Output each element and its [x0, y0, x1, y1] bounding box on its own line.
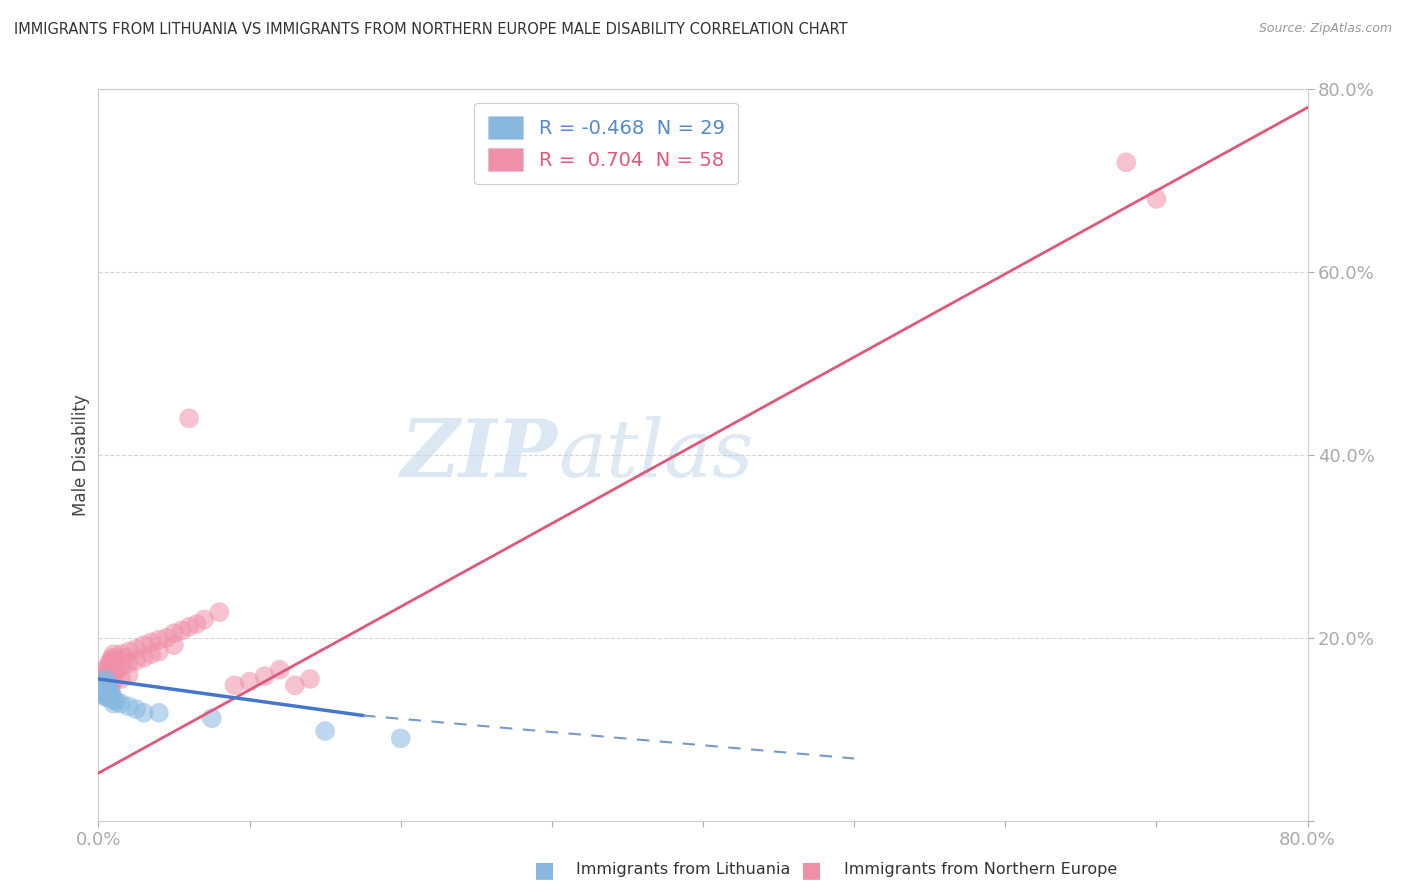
Point [98, 688, 121, 702]
Point [100, 678, 122, 692]
Point [148, 706, 170, 720]
Text: ■: ■ [801, 860, 821, 880]
Point [98, 674, 121, 689]
Point [118, 657, 141, 671]
Text: Immigrants from Lithuania: Immigrants from Lithuania [576, 863, 790, 877]
Point [91, 672, 114, 686]
Point [100, 683, 122, 698]
Point [125, 654, 148, 668]
Text: ■: ■ [534, 860, 554, 880]
Point [170, 624, 193, 638]
Point [141, 647, 163, 661]
Point [1144, 192, 1167, 206]
Point [96, 660, 118, 674]
Point [105, 651, 128, 665]
Point [100, 654, 122, 668]
Point [314, 724, 336, 739]
Point [93, 681, 115, 695]
Point [1115, 155, 1137, 169]
Point [91, 688, 114, 702]
Point [90, 678, 112, 692]
Y-axis label: Male Disability: Male Disability [72, 394, 90, 516]
Point [132, 651, 155, 665]
Point [103, 697, 125, 711]
Text: ZIP: ZIP [401, 417, 558, 493]
Point [155, 631, 177, 645]
Point [193, 613, 215, 627]
Point [110, 672, 132, 686]
Point [105, 695, 128, 709]
Point [103, 665, 125, 680]
Point [94, 681, 117, 695]
Point [103, 674, 125, 689]
Point [91, 683, 114, 698]
Point [101, 651, 124, 665]
Point [118, 644, 141, 658]
Point [94, 672, 117, 686]
Point [93, 688, 115, 702]
Point [110, 660, 132, 674]
Point [239, 674, 262, 689]
Point [100, 663, 122, 677]
Text: Immigrants from Northern Europe: Immigrants from Northern Europe [844, 863, 1116, 877]
Point [110, 697, 132, 711]
Point [105, 663, 128, 677]
Point [141, 635, 163, 649]
Point [96, 678, 118, 692]
Point [114, 651, 136, 665]
Point [94, 683, 117, 698]
Point [101, 688, 124, 702]
Point [186, 617, 208, 632]
Point [96, 683, 118, 698]
Point [103, 647, 125, 661]
Text: Source: ZipAtlas.com: Source: ZipAtlas.com [1258, 22, 1392, 36]
Point [177, 411, 201, 425]
Point [284, 678, 307, 692]
Point [94, 678, 117, 692]
Legend: R = -0.468  N = 29, R =  0.704  N = 58: R = -0.468 N = 29, R = 0.704 N = 58 [474, 103, 738, 185]
Text: IMMIGRANTS FROM LITHUANIA VS IMMIGRANTS FROM NORTHERN EUROPE MALE DISABILITY COR: IMMIGRANTS FROM LITHUANIA VS IMMIGRANTS … [14, 22, 848, 37]
Point [201, 711, 224, 725]
Point [125, 702, 148, 716]
Point [148, 632, 170, 647]
Point [101, 660, 124, 674]
Point [94, 690, 117, 705]
Point [148, 644, 170, 658]
Point [208, 605, 231, 619]
Point [224, 678, 246, 692]
Point [118, 667, 141, 681]
Point [98, 665, 121, 680]
Point [94, 672, 117, 686]
Point [163, 626, 186, 640]
Point [103, 693, 125, 707]
Point [118, 699, 141, 714]
Point [269, 663, 291, 677]
Point [98, 657, 121, 671]
Point [103, 657, 125, 671]
Point [100, 690, 122, 705]
Point [110, 647, 132, 661]
Point [98, 681, 121, 695]
Point [299, 672, 322, 686]
Point [125, 641, 148, 656]
Point [93, 669, 115, 683]
Point [90, 678, 112, 692]
Point [96, 678, 118, 692]
Point [96, 669, 118, 683]
Point [389, 731, 412, 746]
Point [132, 706, 155, 720]
Text: atlas: atlas [558, 417, 754, 493]
Point [93, 674, 115, 689]
Point [253, 669, 276, 683]
Point [100, 672, 122, 686]
Point [91, 683, 114, 698]
Point [96, 690, 118, 705]
Point [163, 638, 186, 652]
Point [93, 678, 115, 692]
Point [177, 620, 201, 634]
Point [94, 663, 117, 677]
Point [132, 638, 155, 652]
